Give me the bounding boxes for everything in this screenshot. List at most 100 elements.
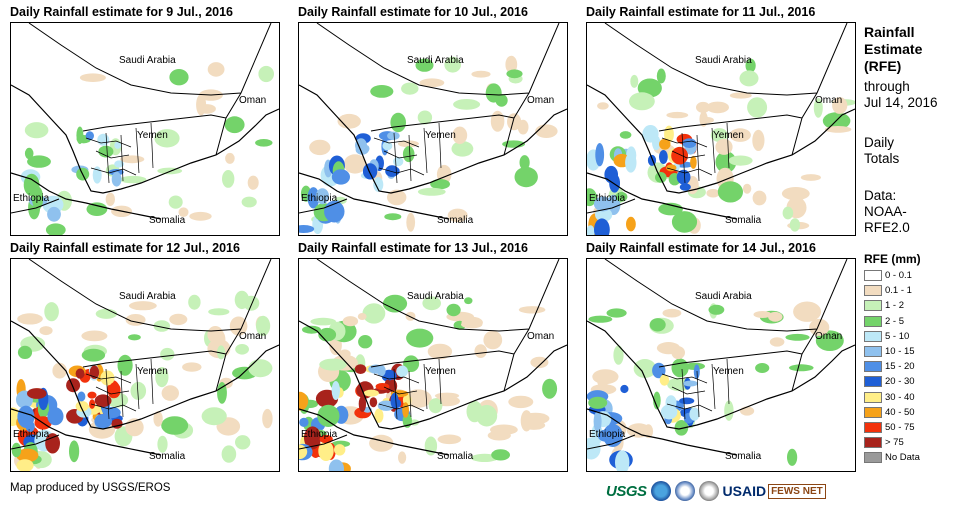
legend-swatch	[864, 376, 882, 388]
map-label-yemen: Yemen	[425, 130, 456, 141]
rainfall-area	[609, 173, 620, 193]
map-label-saudi: Saudi Arabia	[695, 55, 752, 66]
rainfall-map: Saudi Arabia Oman Yemen Ethiopia Somalia	[586, 22, 856, 236]
rainfall-area	[222, 170, 235, 188]
governorate-borders	[661, 358, 730, 420]
rainfall-area	[27, 388, 47, 399]
rainfall-area	[24, 147, 34, 160]
legend-row: 5 - 10	[864, 329, 920, 344]
rainfall-area	[235, 344, 250, 355]
rainfall-area	[208, 308, 230, 316]
rainfall-area	[97, 133, 110, 146]
rainfall-area	[363, 389, 379, 397]
legend-swatch	[864, 315, 882, 327]
rainfall-area	[594, 218, 610, 235]
rainfall-area	[207, 62, 225, 77]
rainfall-area	[302, 325, 321, 334]
rainfall-area	[769, 337, 785, 347]
africa-coastline	[11, 408, 162, 456]
rainfall-area	[189, 211, 212, 221]
legend-row: No Data	[864, 450, 920, 465]
governorate-borders	[661, 122, 730, 184]
rainfall-area	[98, 145, 114, 158]
rainfall-area	[768, 311, 783, 322]
rainfall-area	[299, 417, 309, 427]
rainfall-area	[196, 94, 207, 116]
rainfall-area	[342, 316, 359, 327]
rainfall-area	[402, 402, 409, 418]
legend-row: 1 - 2	[864, 298, 920, 313]
rainfall-area	[588, 396, 608, 409]
rainfall-area	[625, 152, 637, 173]
rainfall-area	[451, 141, 474, 157]
rainfall-area	[656, 342, 681, 355]
rainfall-area	[444, 56, 461, 73]
map-label-yemen: Yemen	[137, 130, 168, 141]
rainfall-area	[390, 392, 399, 409]
rainfall-area	[225, 152, 235, 164]
map-panel-title: Daily Rainfall estimate for 9 Jul., 2016	[10, 5, 234, 19]
rainfall-area	[649, 318, 666, 332]
map-panel: Daily Rainfall estimate for 14 Jul., 201…	[586, 241, 868, 474]
rainfall-area	[434, 392, 460, 399]
rainfall-map: Saudi Arabia Oman Yemen Ethiopia Somalia	[10, 258, 280, 472]
legend-label: 1 - 2	[885, 300, 905, 312]
rainfall-area	[597, 429, 613, 442]
usgs-logo: USGS	[606, 482, 647, 500]
legend-row: 50 - 75	[864, 420, 920, 435]
rainfall-area	[619, 131, 632, 139]
rainfall-area	[676, 169, 691, 185]
rainfall-area	[785, 333, 810, 341]
rainfall-area	[740, 406, 755, 416]
rainfall-area	[405, 311, 416, 321]
rainfall-area	[95, 308, 118, 319]
rainfall-area	[160, 347, 175, 361]
rainfall-area	[27, 155, 51, 168]
rainfall-area	[52, 362, 67, 379]
coastline	[299, 84, 567, 194]
legend-swatch	[864, 406, 882, 418]
rainfall-area	[16, 448, 39, 463]
rainfall-area	[464, 297, 473, 305]
rainfall-area	[518, 306, 546, 314]
rainfall-area	[514, 166, 538, 188]
map-label-saudi: Saudi Arabia	[695, 291, 752, 302]
rainfall-area	[789, 364, 814, 372]
rainfall-area	[319, 434, 333, 444]
rainfall-area	[659, 374, 670, 386]
rainfall-area	[506, 69, 523, 79]
rainfall-area	[85, 131, 95, 141]
rainfall-area	[114, 160, 124, 168]
rainfall-area	[153, 411, 163, 427]
sidebar-title-line2: Estimate	[864, 41, 923, 57]
rainfall-area	[690, 155, 697, 169]
partner-logos: USGS USAID FEWS NET	[606, 477, 854, 505]
rainfall-area	[81, 330, 108, 342]
rainfall-area	[362, 303, 386, 324]
rainfall-area	[474, 344, 487, 358]
rainfall-area	[178, 207, 189, 217]
map-label-somalia: Somalia	[149, 451, 186, 462]
sidebar-daily-totals: Daily Totals	[864, 135, 899, 167]
rainfall-area	[114, 141, 122, 149]
rainfall-area	[699, 111, 708, 127]
rainfall-area	[587, 437, 601, 460]
rainfall-area	[17, 345, 33, 359]
rainfall-area	[656, 68, 666, 84]
rainfall-area	[476, 404, 498, 427]
rainfall-area	[39, 326, 53, 336]
coastline	[587, 320, 855, 430]
country-borders	[587, 259, 848, 450]
rainfall-area	[671, 211, 698, 233]
africa-coastline	[299, 408, 450, 456]
rainfall-area	[105, 192, 116, 206]
rainfall-area	[370, 85, 394, 98]
rainfall-area	[317, 404, 340, 427]
rainfall-area	[247, 175, 259, 190]
rainfall-area	[155, 367, 169, 388]
rainfall-area	[752, 190, 767, 206]
legend-swatch	[864, 285, 882, 297]
rainfall-area	[682, 138, 697, 148]
rainfall-area	[417, 187, 446, 196]
rainfall-area	[241, 196, 257, 208]
